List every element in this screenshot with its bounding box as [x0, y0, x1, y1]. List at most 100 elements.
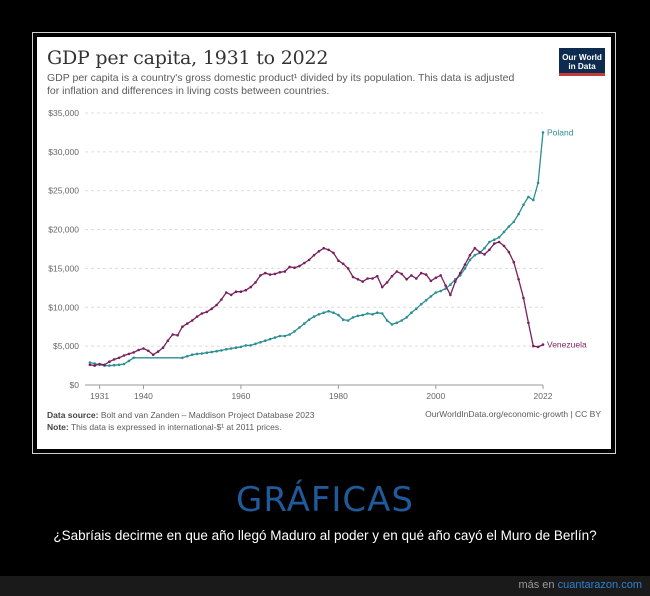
x-tick-label: 1980 [329, 391, 348, 401]
poland-point [127, 359, 131, 363]
poland-point [122, 362, 126, 366]
poland-point [317, 313, 321, 316]
venezuela-point [161, 346, 165, 350]
poland-point [371, 313, 374, 316]
poland-point [390, 323, 394, 326]
source-label: Data source: [47, 410, 99, 420]
poland-point [298, 326, 301, 329]
poland-point [307, 318, 311, 322]
poland-point [512, 220, 516, 224]
poland-point [532, 198, 535, 202]
venezuela-point [147, 349, 150, 353]
y-tick-label: $0 [70, 380, 80, 390]
venezuela-point [190, 319, 194, 322]
venezuela-point [458, 271, 462, 275]
poland-point [497, 236, 501, 239]
venezuela-point [254, 281, 257, 284]
venezuela-point [298, 264, 301, 268]
venezuela-point [264, 271, 267, 275]
venezuela-point [249, 285, 252, 289]
poland-point [395, 321, 399, 325]
venezuela-point [419, 271, 423, 275]
venezuela-point [522, 296, 525, 300]
poland-point [283, 334, 287, 338]
venezuela-point [132, 351, 135, 354]
venezuela-point [283, 270, 287, 273]
x-tick-label: 1931 [90, 391, 109, 401]
poland-point [488, 240, 491, 244]
venezuela-point [200, 312, 204, 315]
poland-point [522, 203, 525, 206]
y-tick-label: $25,000 [48, 186, 79, 196]
poland-point [463, 267, 467, 270]
venezuela-point [171, 333, 174, 336]
venezuela-point [463, 263, 467, 266]
y-tick-label: $5,000 [53, 341, 79, 351]
venezuela-point [142, 347, 145, 350]
venezuela-point [112, 358, 116, 361]
venezuela-label: Venezuela [547, 340, 587, 350]
venezuela-point [259, 274, 262, 277]
poland-point [449, 283, 452, 286]
venezuela-point [444, 284, 447, 287]
note-label: Note: [47, 422, 69, 432]
venezuela-point [507, 250, 511, 254]
poland-point [249, 344, 252, 347]
venezuela-point [88, 363, 92, 367]
venezuela-point [317, 250, 321, 253]
poland-point [424, 299, 428, 302]
poland-point [312, 315, 316, 318]
venezuela-point [122, 354, 126, 357]
venezuela-point [166, 339, 170, 343]
poland-point [439, 289, 443, 293]
owid-logo[interactable]: Our World in Data [559, 48, 605, 76]
poland-point [239, 345, 243, 349]
venezuela-point [371, 277, 374, 280]
poland-point [303, 322, 306, 325]
site-credit[interactable]: más en cuantarazon.com [518, 579, 642, 591]
venezuela-point [351, 275, 355, 279]
poland-point [220, 349, 223, 352]
poland-point [195, 352, 199, 356]
y-tick-label: $35,000 [48, 108, 79, 118]
source-text: Bolt and van Zanden – Maddison Project D… [100, 410, 315, 420]
poland-point [541, 131, 545, 134]
venezuela-point [488, 248, 491, 252]
poland-point [259, 341, 262, 344]
venezuela-point [239, 290, 243, 293]
venezuela-point [108, 360, 111, 364]
poland-point [200, 352, 204, 355]
venezuela-point [405, 278, 408, 281]
poland-point [234, 346, 238, 350]
poland-point [415, 307, 418, 311]
venezuela-point [410, 274, 413, 277]
venezuela-point [137, 348, 140, 352]
poland-point [205, 351, 209, 355]
poland-point [215, 349, 218, 353]
venezuela-point [156, 350, 160, 353]
venezuela-point [225, 291, 228, 294]
credit-site-link[interactable]: cuantarazon.com [557, 579, 642, 591]
poland-point [322, 311, 326, 315]
venezuela-point [346, 267, 350, 270]
chart-frame: GDP per capita, 1931 to 2022 GDP per cap… [32, 32, 616, 454]
venezuela-point [536, 345, 540, 349]
poland-point [244, 344, 248, 347]
logo-line-2: in Data [568, 62, 596, 71]
venezuela-point [356, 278, 360, 281]
venezuela-point [376, 274, 379, 278]
poland-point [190, 353, 194, 357]
venezuela-point [483, 253, 486, 256]
poland-point [93, 362, 96, 365]
venezuela-point [400, 272, 404, 276]
venezuela-point [117, 356, 121, 360]
poland-point [254, 342, 257, 346]
venezuela-point [210, 307, 213, 311]
x-tick-label: 2022 [534, 391, 553, 401]
venezuela-point [497, 240, 501, 244]
source-url[interactable]: OurWorldInData.org/economic-growth | CC … [425, 409, 601, 419]
venezuela-point [293, 266, 296, 269]
poland-point [346, 319, 350, 322]
venezuela-point [273, 272, 277, 276]
chart-title: GDP per capita, 1931 to 2022 [47, 47, 329, 69]
